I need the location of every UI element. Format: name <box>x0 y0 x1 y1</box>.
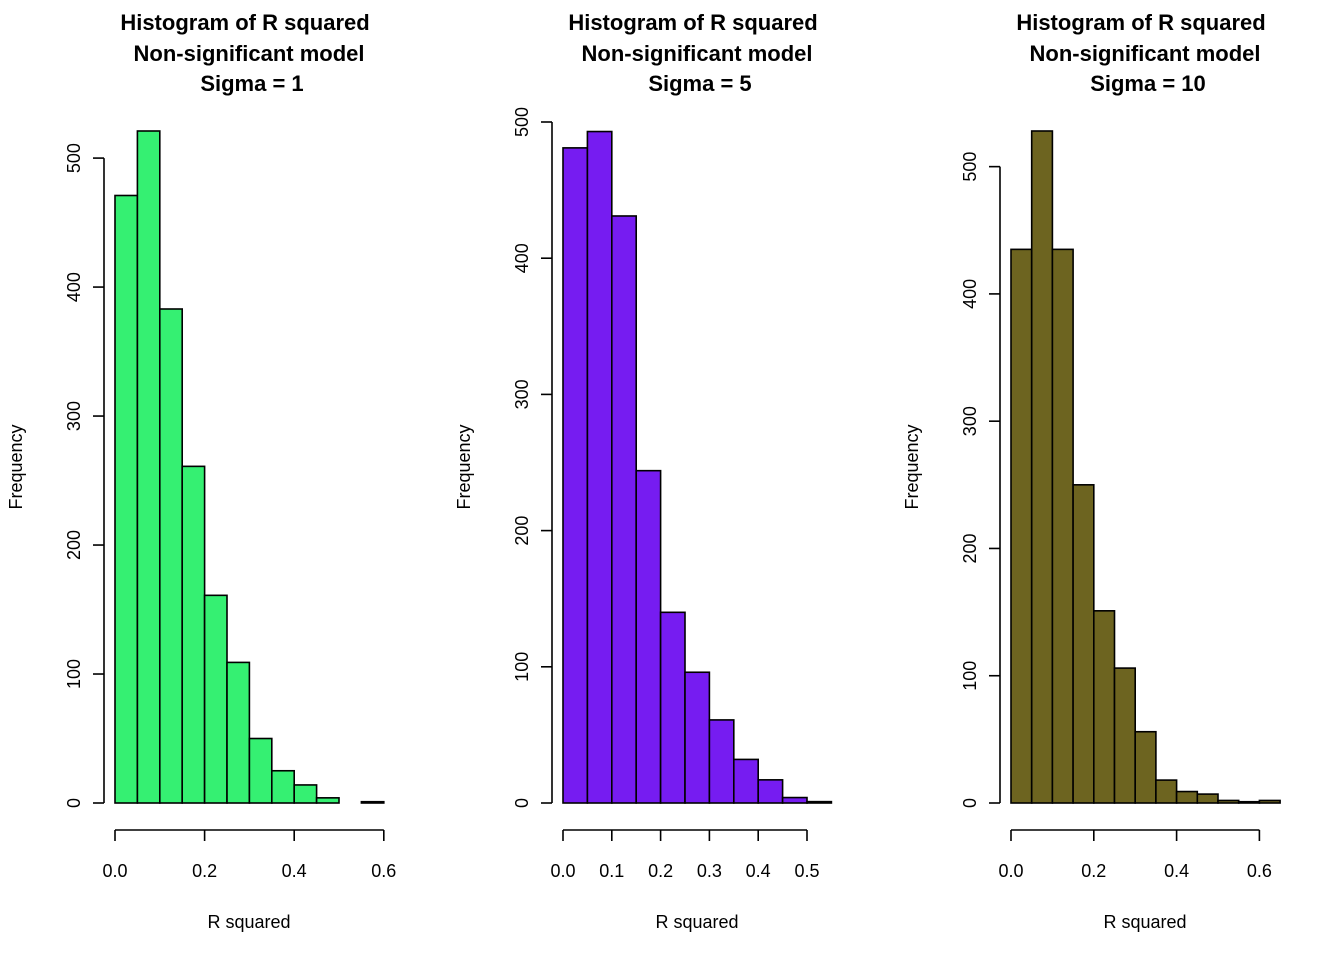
y-tick-label: 0 <box>512 798 532 808</box>
x-tick-label: 0.6 <box>1247 861 1272 881</box>
histogram-bar <box>586 130 613 804</box>
histogram-bar <box>315 797 340 804</box>
bars <box>114 130 385 804</box>
x-axis-label: R squared <box>1103 912 1186 932</box>
chart-title-line-1: Histogram of R squared <box>120 10 369 35</box>
histogram-bar <box>1258 799 1281 804</box>
y-tick-label: 400 <box>512 243 532 273</box>
bars <box>1010 130 1281 804</box>
chart-title-line-2: Non-significant model <box>582 41 813 66</box>
histogram-bar <box>659 611 686 804</box>
chart-title-line-3: Sigma = 10 <box>1090 71 1206 96</box>
histogram-bar <box>136 130 161 804</box>
x-tick-label: 0.6 <box>371 861 396 881</box>
histogram-bar <box>1196 793 1219 804</box>
chart-title-line-1: Histogram of R squared <box>568 10 817 35</box>
histogram-bar <box>1237 800 1261 804</box>
histogram-bar <box>1093 610 1116 804</box>
histogram-bar <box>293 784 318 804</box>
histogram-bar <box>1175 790 1199 804</box>
histogram-bar <box>806 800 833 804</box>
y-tick-label: 200 <box>64 530 84 560</box>
y-tick-label: 100 <box>64 659 84 689</box>
x-tick-label: 0.3 <box>697 861 722 881</box>
y-tick-label: 500 <box>64 143 84 173</box>
histogram-bar <box>610 215 637 804</box>
histogram-bar <box>114 194 139 804</box>
histogram-bar <box>1072 484 1095 804</box>
histogram-bar <box>360 800 385 804</box>
chart-title-line-1: Histogram of R squared <box>1016 10 1265 35</box>
y-tick-label: 200 <box>512 516 532 546</box>
x-tick-label: 0.4 <box>1164 861 1189 881</box>
y-tick-label: 200 <box>960 533 980 563</box>
x-tick-label: 0.1 <box>599 861 624 881</box>
x-axis-label: R squared <box>207 912 290 932</box>
y-tick-label: 400 <box>960 279 980 309</box>
histogram-bar <box>203 594 228 804</box>
chart-title-line-2: Non-significant model <box>1030 41 1261 66</box>
x-tick-label: 0.5 <box>794 861 819 881</box>
x-axis: 0.0 0.1 0.2 0.3 0.4 0.5 <box>550 829 820 881</box>
y-axis: 0 100 200 300 400 500 <box>960 152 1001 808</box>
panel-sigma-1: Histogram of R squared Non-significant m… <box>6 10 396 932</box>
y-tick-label: 500 <box>512 107 532 137</box>
chart-title-line-3: Sigma = 5 <box>648 71 751 96</box>
y-axis-label: Frequency <box>902 424 922 509</box>
histogram-bar <box>1030 130 1054 804</box>
y-tick-label: 300 <box>960 406 980 436</box>
histogram-bar <box>1051 248 1074 804</box>
histogram-bar <box>684 671 711 804</box>
histogram-bar <box>1134 730 1157 804</box>
x-tick-label: 0.0 <box>102 861 127 881</box>
y-axis: 0 100 200 300 400 500 <box>64 143 105 808</box>
histogram-bar <box>1217 799 1240 804</box>
histogram-bar <box>226 661 251 804</box>
x-axis: 0.0 0.2 0.4 0.6 <box>102 829 396 881</box>
y-axis-label: Frequency <box>6 424 26 509</box>
histogram-bar <box>248 737 273 804</box>
bars <box>562 130 833 804</box>
x-tick-label: 0.2 <box>192 861 217 881</box>
x-tick-label: 0.4 <box>746 861 771 881</box>
histogram-bar <box>270 769 295 804</box>
histogram-bar <box>1113 667 1137 804</box>
y-axis-label: Frequency <box>454 424 474 509</box>
y-axis: 0 100 200 300 400 500 <box>512 107 553 808</box>
histogram-bar <box>635 469 662 804</box>
x-tick-label: 0.0 <box>998 861 1023 881</box>
histogram-bar <box>781 796 808 804</box>
histogram-bar <box>181 465 206 804</box>
histogram-bar <box>1010 248 1033 804</box>
x-tick-label: 0.0 <box>550 861 575 881</box>
x-tick-label: 0.2 <box>1081 861 1106 881</box>
histogram-bar <box>732 758 759 804</box>
y-tick-label: 300 <box>512 379 532 409</box>
panel-sigma-5: Histogram of R squared Non-significant m… <box>454 10 833 932</box>
histogram-bar <box>562 147 589 804</box>
chart-title-line-3: Sigma = 1 <box>200 71 303 96</box>
y-tick-label: 300 <box>64 401 84 431</box>
y-tick-label: 100 <box>960 661 980 691</box>
x-tick-label: 0.4 <box>282 861 307 881</box>
panel-sigma-10: Histogram of R squared Non-significant m… <box>902 10 1281 932</box>
x-axis: 0.0 0.2 0.4 0.6 <box>998 829 1272 881</box>
y-tick-label: 400 <box>64 272 84 302</box>
y-tick-label: 0 <box>960 798 980 808</box>
y-tick-label: 500 <box>960 152 980 182</box>
histogram-bar <box>1155 779 1178 804</box>
y-tick-label: 100 <box>512 652 532 682</box>
histogram-bar <box>708 719 735 804</box>
chart-title-line-2: Non-significant model <box>134 41 365 66</box>
x-tick-label: 0.2 <box>648 861 673 881</box>
x-axis-label: R squared <box>655 912 738 932</box>
y-tick-label: 0 <box>64 798 84 808</box>
histogram-bar <box>159 308 184 804</box>
histogram-bar <box>757 779 784 804</box>
